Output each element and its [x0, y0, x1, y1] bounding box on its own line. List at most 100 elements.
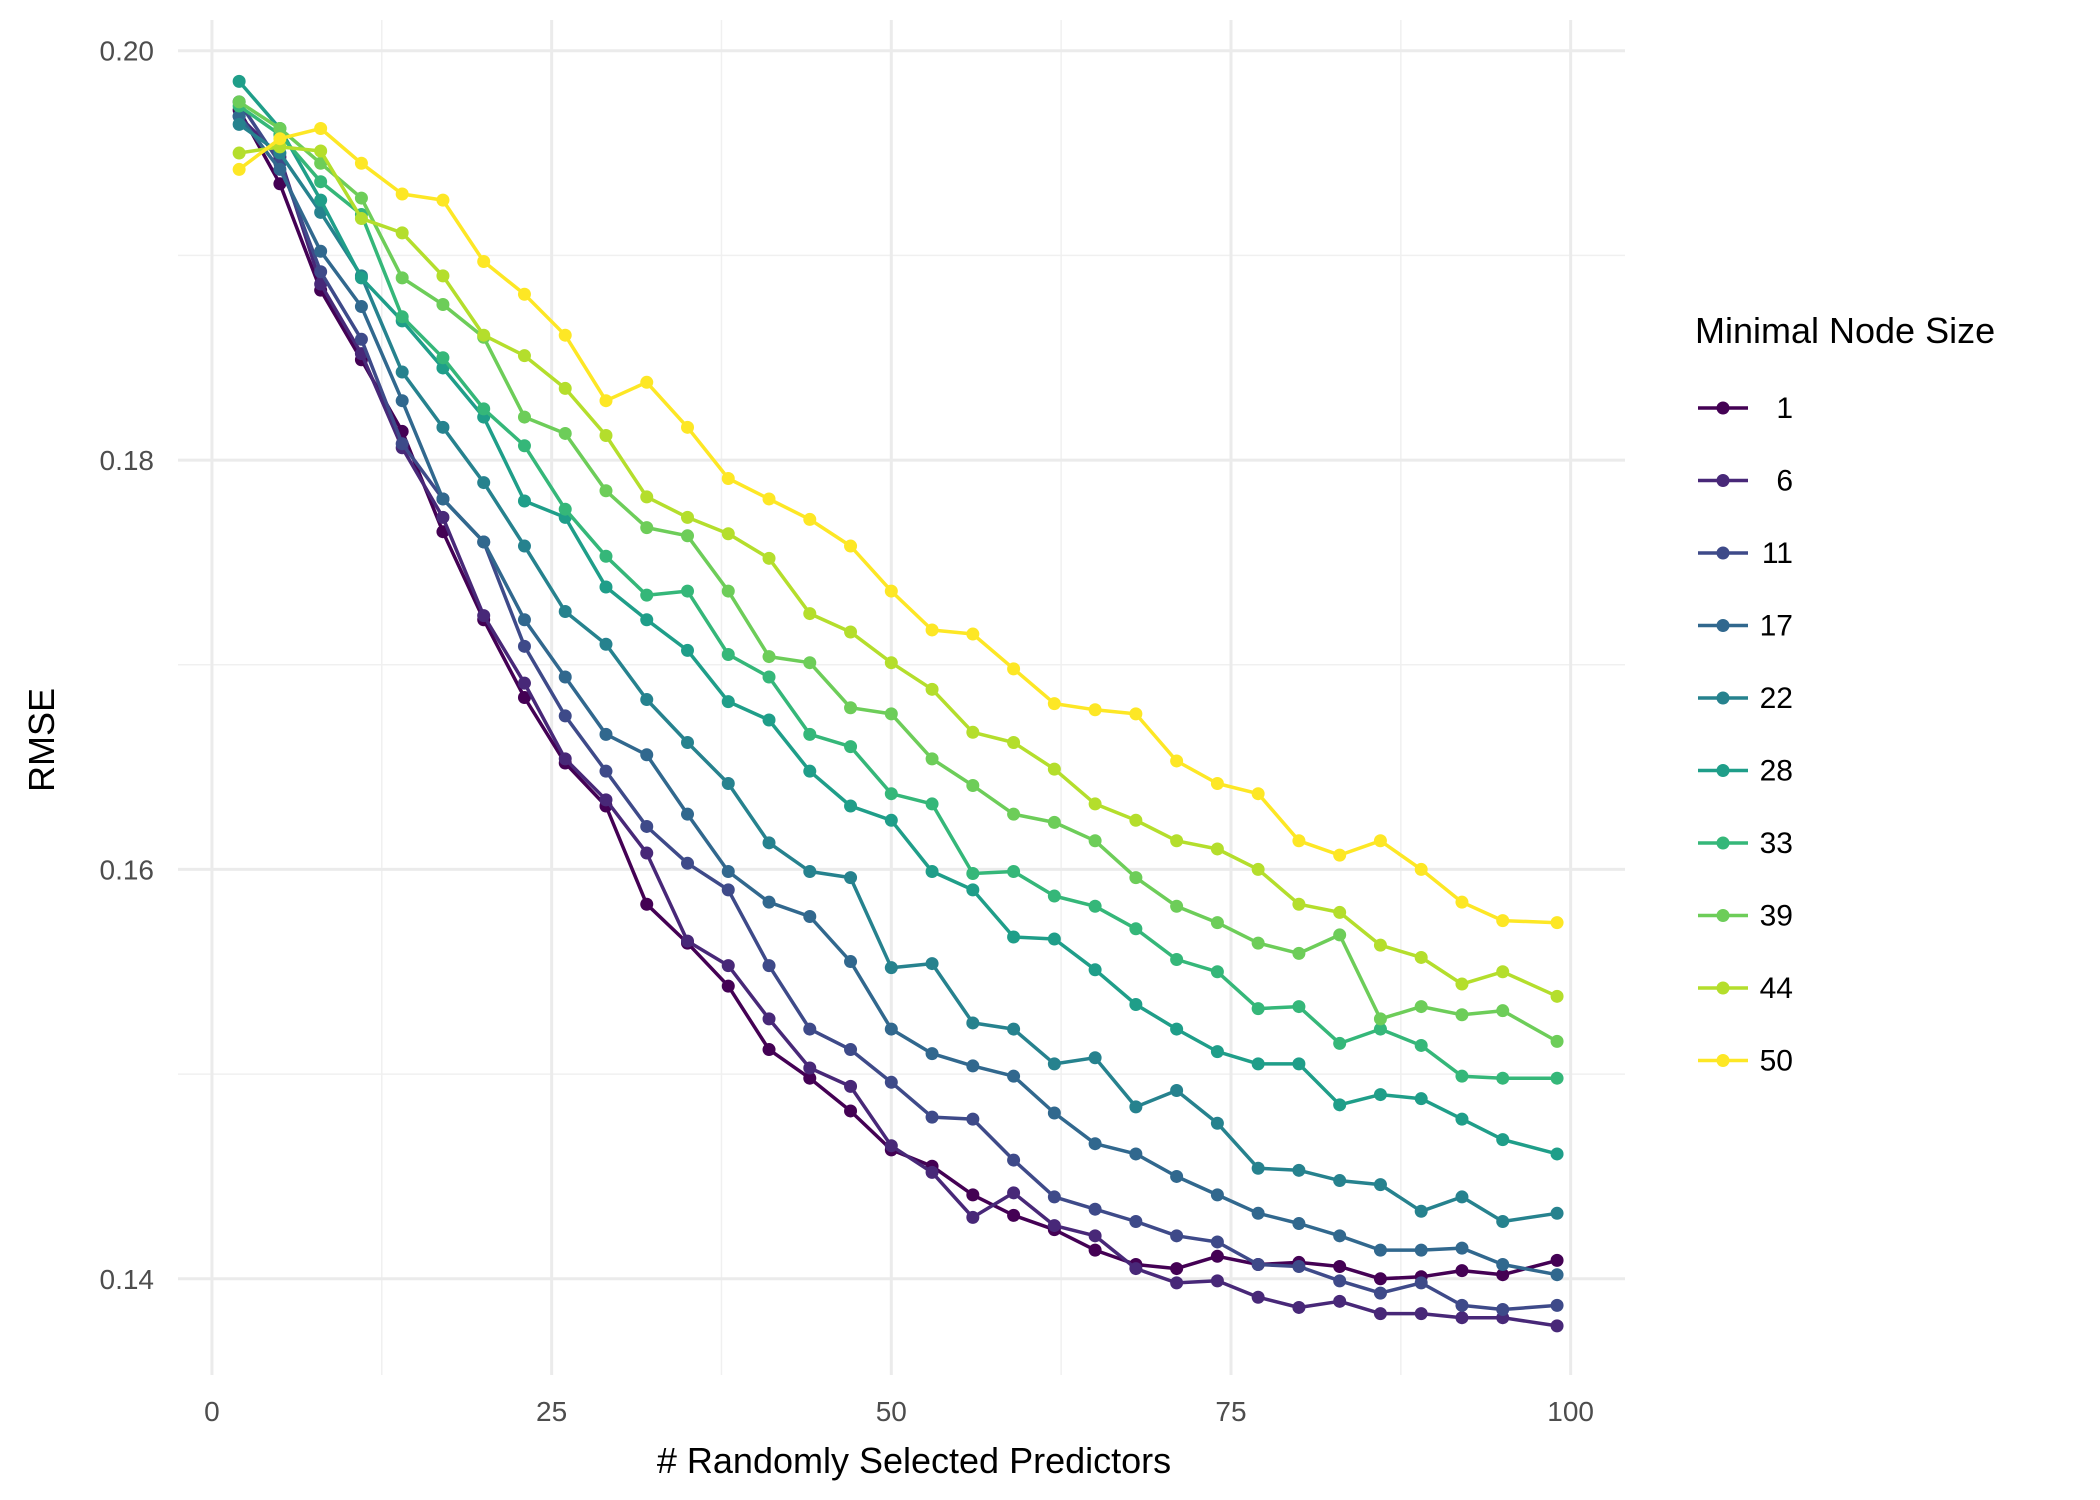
y-axis-title: RMSE	[21, 688, 62, 792]
data-point	[721, 648, 735, 662]
data-point	[1251, 1057, 1265, 1071]
data-point	[1088, 797, 1102, 811]
data-point	[1047, 889, 1061, 903]
data-point	[844, 539, 858, 553]
data-point	[803, 1022, 817, 1036]
data-point	[517, 439, 531, 453]
data-point	[681, 584, 695, 598]
legend-title: Minimal Node Size	[1695, 310, 1995, 351]
data-point	[1047, 815, 1061, 829]
data-point	[681, 510, 695, 524]
data-point	[1455, 1190, 1469, 1204]
data-point	[395, 365, 409, 379]
data-point	[558, 752, 572, 766]
data-point	[884, 1075, 898, 1089]
data-point	[1170, 1022, 1184, 1036]
data-point	[1170, 1083, 1184, 1097]
data-point	[1170, 754, 1184, 768]
data-point	[803, 910, 817, 924]
data-point	[232, 95, 246, 109]
data-point	[354, 332, 368, 346]
legend-item-1: 1	[1698, 392, 1793, 425]
data-point	[1292, 897, 1306, 911]
data-point	[1496, 914, 1510, 928]
data-point	[273, 162, 287, 176]
data-point	[1047, 762, 1061, 776]
legend: Minimal Node Size 1 6 11 17 22 28 33 39 44 50	[1695, 310, 1995, 1078]
data-point	[395, 187, 409, 201]
data-point	[1333, 1098, 1347, 1112]
data-point	[1550, 1147, 1564, 1161]
y-tick-label: 0.16	[100, 854, 155, 885]
data-point	[517, 494, 531, 508]
data-point	[517, 287, 531, 301]
series-22	[232, 117, 1564, 1228]
data-point	[1007, 662, 1021, 676]
data-point	[1333, 928, 1347, 942]
data-point	[1007, 1153, 1021, 1167]
data-point	[721, 959, 735, 973]
data-point	[1496, 1303, 1510, 1317]
data-point	[1129, 1147, 1143, 1161]
legend-label: 1	[1776, 392, 1793, 425]
data-point	[844, 701, 858, 715]
data-point	[1496, 1214, 1510, 1228]
data-point	[884, 707, 898, 721]
data-point	[1496, 1257, 1510, 1271]
data-point	[1550, 1298, 1564, 1312]
data-point	[436, 420, 450, 434]
data-point	[681, 420, 695, 434]
data-point	[1292, 834, 1306, 848]
data-point	[1292, 1217, 1306, 1231]
x-axis-title: # Randomly Selected Predictors	[657, 1440, 1171, 1481]
data-point	[1129, 922, 1143, 936]
data-point	[1088, 1051, 1102, 1065]
series-11	[232, 95, 1564, 1317]
legend-key-point	[1716, 691, 1730, 705]
data-point	[884, 656, 898, 670]
data-point	[354, 212, 368, 226]
data-point	[1455, 1241, 1469, 1255]
data-point	[844, 740, 858, 754]
data-point	[1251, 1257, 1265, 1271]
data-point	[1251, 1206, 1265, 1220]
data-point	[1333, 848, 1347, 862]
data-point	[1333, 1036, 1347, 1050]
x-tick-label: 75	[1215, 1396, 1246, 1427]
data-point	[803, 1061, 817, 1075]
legend-key-point	[1716, 1054, 1730, 1067]
data-point	[1550, 1268, 1564, 1282]
data-point	[762, 1012, 776, 1026]
data-point	[1455, 977, 1469, 991]
legend-item-11: 11	[1698, 537, 1793, 570]
data-point	[1550, 916, 1564, 930]
data-point	[1414, 1204, 1428, 1218]
data-point	[558, 426, 572, 440]
legend-key-point	[1716, 546, 1730, 560]
legend-item-22: 22	[1698, 682, 1793, 715]
data-point	[436, 492, 450, 506]
x-tick-label: 50	[876, 1396, 907, 1427]
data-point	[1047, 1057, 1061, 1071]
data-point	[1373, 1307, 1387, 1321]
data-point	[599, 764, 613, 778]
data-point	[517, 613, 531, 627]
data-point	[599, 580, 613, 594]
data-point	[1129, 871, 1143, 885]
data-point	[517, 639, 531, 653]
data-point	[436, 269, 450, 283]
data-point	[1333, 1229, 1347, 1243]
data-point	[1210, 1235, 1224, 1249]
minor-grid	[178, 20, 1625, 1375]
data-point	[517, 539, 531, 553]
data-point	[436, 361, 450, 375]
data-point	[681, 529, 695, 543]
data-point	[844, 625, 858, 639]
data-point	[681, 643, 695, 657]
data-point	[1414, 1307, 1428, 1321]
data-point	[436, 351, 450, 365]
data-point	[1292, 946, 1306, 960]
data-point	[884, 961, 898, 975]
data-point	[1455, 1298, 1469, 1312]
data-point	[1007, 807, 1021, 821]
